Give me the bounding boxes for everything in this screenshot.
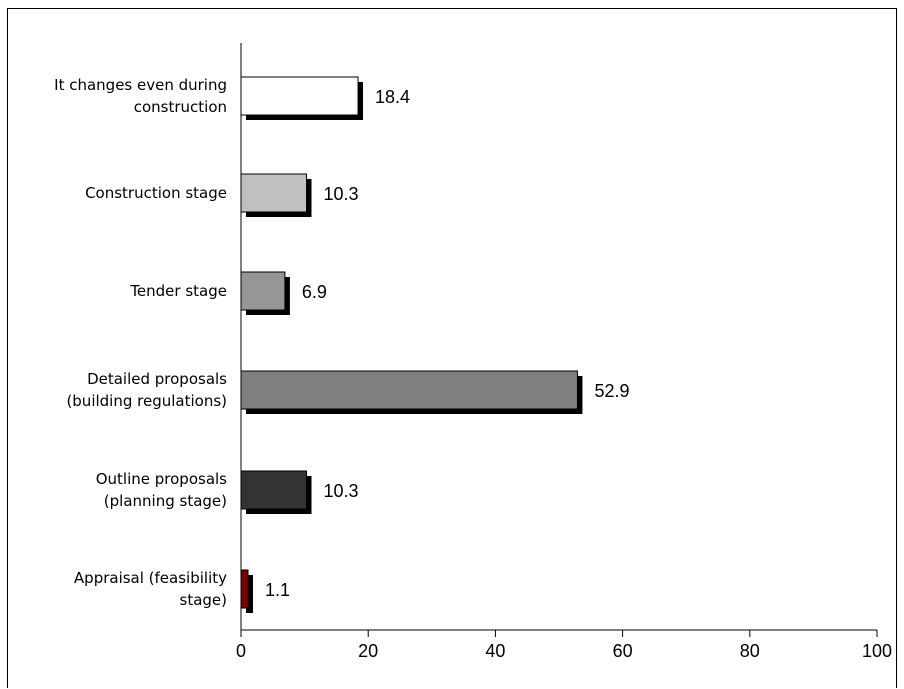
value-label: 52.9 bbox=[594, 381, 629, 401]
category-label: Construction stage bbox=[85, 184, 227, 202]
category-label: Appraisal (feasibility bbox=[74, 569, 227, 587]
bar bbox=[240, 173, 308, 213]
x-tick-label: 20 bbox=[358, 641, 378, 661]
category-label: construction bbox=[134, 98, 227, 116]
x-tick-label: 40 bbox=[485, 641, 505, 661]
category-label: stage) bbox=[180, 591, 228, 609]
category-label: It changes even during bbox=[54, 76, 227, 94]
bar bbox=[240, 76, 359, 116]
bar bbox=[240, 271, 286, 311]
value-label: 10.3 bbox=[324, 184, 359, 204]
x-tick-label: 60 bbox=[613, 641, 633, 661]
bar bbox=[240, 370, 578, 410]
category-label: Tender stage bbox=[129, 282, 227, 300]
chart-frame bbox=[7, 8, 897, 688]
x-tick-label: 80 bbox=[740, 641, 760, 661]
value-label: 1.1 bbox=[265, 580, 290, 600]
value-label: 10.3 bbox=[324, 481, 359, 501]
category-label: Outline proposals bbox=[96, 470, 227, 488]
bar-shadow bbox=[246, 575, 253, 613]
x-tick-label: 0 bbox=[236, 641, 246, 661]
category-label: (planning stage) bbox=[104, 492, 227, 510]
x-tick-label: 100 bbox=[862, 641, 892, 661]
category-label: Detailed proposals bbox=[87, 370, 227, 388]
value-label: 18.4 bbox=[375, 87, 410, 107]
value-label: 6.9 bbox=[302, 282, 327, 302]
category-label: (building regulations) bbox=[66, 392, 227, 410]
bar bbox=[240, 470, 308, 510]
bar bbox=[240, 569, 249, 609]
